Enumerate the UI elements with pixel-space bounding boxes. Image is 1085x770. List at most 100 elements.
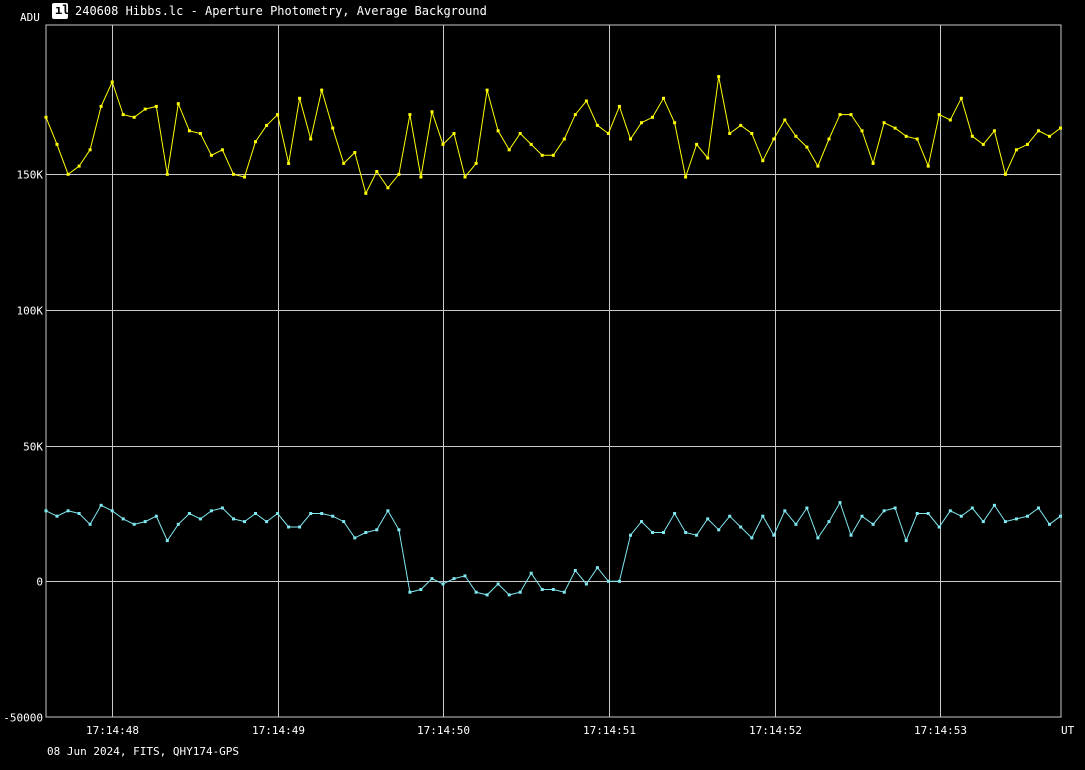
data-point <box>66 172 70 176</box>
data-point <box>485 88 489 92</box>
data-point <box>684 175 688 179</box>
data-point <box>485 593 489 597</box>
data-point <box>904 539 908 543</box>
data-point <box>375 170 379 173</box>
data-point <box>904 134 908 138</box>
data-point <box>408 590 412 594</box>
data-point <box>110 509 114 513</box>
data-point <box>88 522 92 526</box>
data-point <box>154 514 158 518</box>
data-point <box>452 577 456 581</box>
data-point <box>99 503 103 507</box>
data-point <box>298 96 302 100</box>
data-point <box>783 118 787 122</box>
data-point <box>562 590 566 594</box>
data-point <box>651 531 654 534</box>
data-point <box>298 525 302 529</box>
data-point <box>794 522 798 526</box>
data-point <box>441 142 445 146</box>
data-point <box>617 104 621 108</box>
data-point <box>926 164 930 168</box>
data-point <box>243 520 246 524</box>
data-point <box>132 522 136 526</box>
data-point <box>243 175 246 179</box>
title-bar: ılı 240608 Hibbs.lc - Aperture Photometr… <box>0 0 1085 24</box>
data-point <box>551 153 555 157</box>
data-point <box>187 129 191 133</box>
data-point <box>937 525 941 529</box>
y-tick-label: -50000 <box>3 712 43 725</box>
data-point <box>209 153 213 157</box>
data-point <box>507 148 511 152</box>
data-point <box>99 104 103 108</box>
data-point <box>353 151 357 154</box>
y-tick-label: 0 <box>36 576 43 589</box>
data-point <box>915 137 919 141</box>
data-point <box>1026 142 1029 146</box>
data-point <box>728 514 732 518</box>
data-point <box>176 522 180 526</box>
data-point <box>320 88 324 92</box>
data-point <box>1059 126 1062 130</box>
data-point <box>165 539 169 543</box>
data-point <box>695 142 699 146</box>
data-point <box>232 172 235 176</box>
data-point <box>882 121 886 125</box>
data-point <box>706 156 710 160</box>
data-point <box>992 503 996 507</box>
data-point <box>353 536 357 540</box>
data-point <box>44 509 48 513</box>
graph-icon[interactable]: ılı <box>52 3 77 19</box>
data-point <box>684 531 688 534</box>
data-point <box>595 123 599 127</box>
data-point <box>198 517 202 521</box>
data-point <box>948 509 952 513</box>
data-point <box>948 118 952 122</box>
data-point <box>640 121 643 125</box>
data-point <box>77 512 81 515</box>
data-point <box>342 161 346 165</box>
data-point <box>562 137 566 141</box>
data-point <box>629 137 632 141</box>
data-point <box>518 590 522 594</box>
data-point <box>540 153 544 157</box>
data-point <box>220 148 224 152</box>
data-point <box>364 531 368 534</box>
data-point <box>496 582 500 586</box>
data-point <box>187 512 191 515</box>
data-point <box>331 126 335 130</box>
x-axis-label: UT <box>1061 724 1075 737</box>
data-point <box>463 175 467 179</box>
data-point <box>496 129 500 133</box>
data-point <box>629 533 632 537</box>
data-point <box>320 512 324 515</box>
data-point <box>750 132 754 135</box>
data-point <box>573 113 577 117</box>
data-point <box>739 123 743 127</box>
data-point <box>1048 522 1051 526</box>
data-point <box>232 517 235 521</box>
data-point <box>55 142 59 146</box>
data-point <box>606 579 610 583</box>
data-point <box>507 593 511 597</box>
x-tick-label: 17:14:50 <box>417 724 470 737</box>
data-point <box>55 514 59 518</box>
data-point <box>441 582 445 586</box>
data-point <box>121 517 125 521</box>
data-point <box>805 145 809 149</box>
data-point <box>132 115 136 119</box>
y-tick-label: 150K <box>17 169 44 182</box>
data-point <box>276 512 280 515</box>
data-point <box>761 159 765 163</box>
data-point <box>573 569 577 572</box>
data-point <box>198 132 202 135</box>
data-point <box>529 142 533 146</box>
data-point <box>849 113 853 117</box>
data-point <box>673 121 677 125</box>
data-point <box>717 75 721 79</box>
data-point <box>706 517 710 521</box>
data-point <box>584 582 588 586</box>
data-point <box>617 579 621 583</box>
data-point <box>882 509 886 513</box>
